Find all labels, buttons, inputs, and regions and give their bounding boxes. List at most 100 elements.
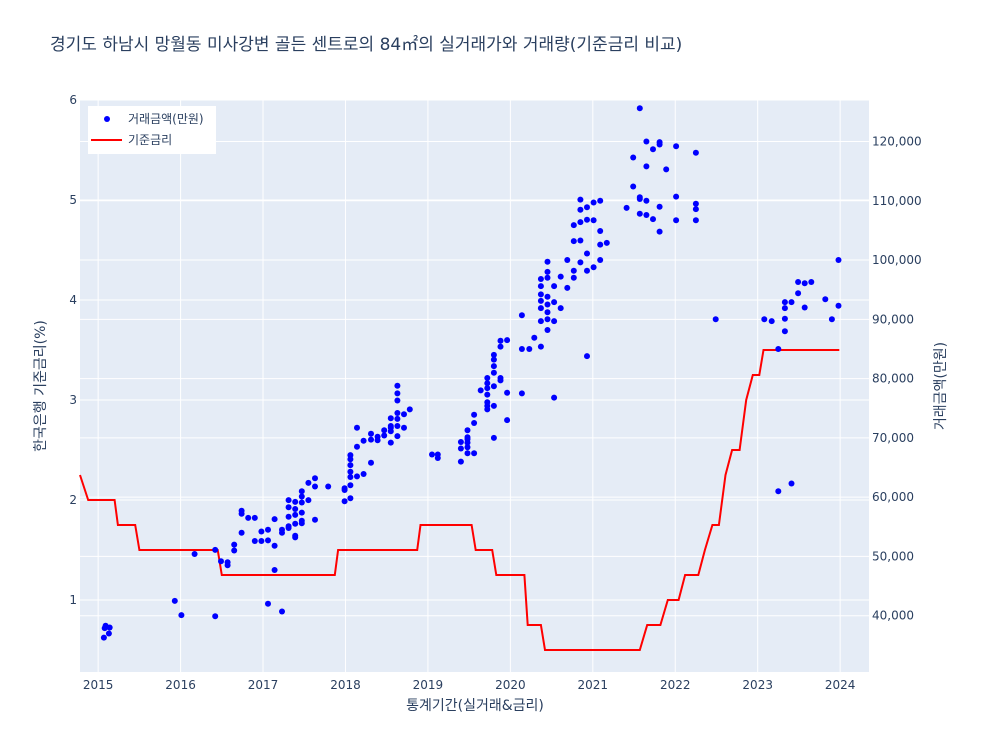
price-point[interactable] (191, 551, 198, 557)
price-point[interactable] (394, 390, 401, 397)
price-point[interactable] (544, 309, 551, 316)
price-point[interactable] (712, 316, 719, 323)
price-point[interactable] (360, 437, 367, 444)
price-point[interactable] (537, 276, 544, 282)
price-point[interactable] (238, 529, 245, 536)
price-point[interactable] (537, 305, 544, 312)
price-point[interactable] (537, 291, 544, 298)
price-point[interactable] (835, 257, 842, 263)
price-point[interactable] (551, 394, 558, 401)
price-point[interactable] (347, 452, 354, 459)
price-point[interactable] (381, 432, 388, 439)
price-point[interactable] (768, 318, 775, 325)
price-point[interactable] (537, 343, 544, 350)
price-point[interactable] (692, 217, 699, 224)
price-point[interactable] (590, 264, 597, 271)
price-point[interactable] (597, 197, 604, 204)
price-point[interactable] (347, 482, 354, 489)
price-point[interactable] (224, 559, 231, 566)
price-point[interactable] (504, 389, 511, 396)
price-point[interactable] (212, 613, 219, 620)
price-point[interactable] (590, 199, 597, 206)
price-point[interactable] (471, 411, 478, 418)
price-point[interactable] (171, 597, 178, 604)
legend[interactable]: 거래금액(만원) 기준금리 (88, 106, 216, 154)
price-point[interactable] (643, 138, 650, 145)
price-point[interactable] (401, 424, 407, 431)
price-point[interactable] (251, 538, 258, 544)
price-point[interactable] (471, 450, 478, 457)
price-point[interactable] (394, 410, 401, 416)
price-point[interactable] (597, 257, 604, 263)
price-point[interactable] (279, 529, 285, 536)
price-point[interactable] (597, 241, 604, 248)
price-point[interactable] (387, 439, 394, 446)
price-point[interactable] (394, 397, 401, 404)
legend-label-price[interactable]: 거래금액(만원) (128, 112, 204, 126)
price-point[interactable] (623, 204, 630, 211)
price-point[interactable] (354, 443, 360, 450)
rate-line[interactable] (79, 349, 840, 651)
price-point[interactable] (673, 143, 680, 150)
price-point[interactable] (292, 506, 299, 512)
price-point[interactable] (584, 250, 590, 257)
price-point[interactable] (285, 497, 292, 504)
price-point[interactable] (643, 163, 650, 170)
price-point[interactable] (544, 327, 551, 333)
price-point[interactable] (822, 296, 829, 303)
price-point[interactable] (341, 485, 348, 492)
price-point[interactable] (801, 280, 808, 287)
price-point[interactable] (298, 488, 305, 495)
price-point[interactable] (258, 528, 265, 535)
price-point[interactable] (394, 433, 401, 440)
price-point[interactable] (497, 377, 504, 384)
price-point[interactable] (218, 558, 224, 565)
price-point[interactable] (429, 451, 435, 458)
price-point[interactable] (551, 318, 558, 325)
price-point[interactable] (464, 450, 471, 457)
price-point[interactable] (584, 216, 590, 223)
price-point[interactable] (490, 383, 497, 390)
price-point[interactable] (347, 456, 354, 463)
price-point[interactable] (265, 526, 271, 533)
price-point[interactable] (808, 279, 815, 285)
price-point[interactable] (497, 343, 504, 350)
price-point[interactable] (312, 516, 318, 523)
price-point[interactable] (368, 436, 374, 443)
price-point[interactable] (325, 483, 332, 490)
price-point[interactable] (801, 304, 808, 311)
price-point[interactable] (656, 203, 663, 210)
price-point[interactable] (577, 219, 584, 226)
price-point[interactable] (692, 149, 699, 156)
price-point[interactable] (360, 471, 367, 477)
price-point[interactable] (305, 479, 312, 486)
price-point[interactable] (457, 445, 464, 452)
price-point[interactable] (656, 228, 663, 235)
price-point[interactable] (673, 193, 680, 200)
price-point[interactable] (484, 380, 491, 387)
price-point[interactable] (775, 488, 782, 495)
price-point[interactable] (781, 315, 788, 322)
price-point[interactable] (292, 532, 299, 539)
price-point[interactable] (490, 402, 497, 409)
price-point[interactable] (285, 504, 292, 511)
price-point[interactable] (673, 217, 680, 224)
price-point[interactable] (504, 417, 511, 424)
price-point[interactable] (354, 473, 360, 480)
price-point[interactable] (643, 212, 650, 218)
price-point[interactable] (368, 430, 374, 437)
price-point[interactable] (401, 411, 407, 418)
price-point[interactable] (544, 268, 551, 275)
price-point[interactable] (564, 284, 571, 291)
price-point[interactable] (504, 337, 511, 344)
price-point[interactable] (231, 541, 238, 548)
price-point[interactable] (570, 274, 577, 281)
price-point[interactable] (597, 228, 604, 234)
price-point[interactable] (394, 382, 401, 389)
price-point[interactable] (100, 634, 107, 641)
price-point[interactable] (584, 204, 590, 211)
price-point[interactable] (457, 458, 464, 465)
price-point[interactable] (518, 312, 525, 319)
price-point[interactable] (537, 283, 544, 290)
price-point[interactable] (775, 346, 782, 352)
